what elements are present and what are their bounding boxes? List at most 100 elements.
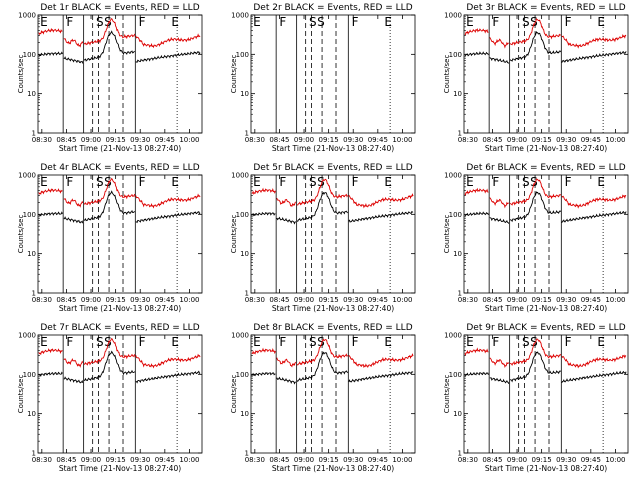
- detector-chart-1: Det 1r BLACK = Events, RED = LLD 1 10 100 10…: [17, 3, 203, 153]
- detector-panel-7: Det 7r BLACK = Events, RED = LLD 1 10 100 10…: [0, 320, 213, 484]
- x-tick-label: 09:45: [368, 296, 388, 304]
- red-series-line: [296, 338, 349, 366]
- segment-label: S: [317, 335, 325, 349]
- black-series-line: [83, 30, 135, 62]
- black-series-line: [38, 371, 63, 377]
- black-series-line: [63, 56, 84, 64]
- y-tick-label: 10: [240, 250, 249, 258]
- chart-title: Det 9r BLACK = Events, RED = LLD: [466, 323, 625, 333]
- x-tick-label: 08:30: [32, 296, 52, 304]
- x-tick-label: 09:00: [507, 296, 527, 304]
- y-tick-label: 1000: [444, 12, 462, 20]
- x-axis-label: Start Time (21-Nov-13 08:27:40): [485, 304, 607, 313]
- x-tick-label: 10:00: [179, 296, 199, 304]
- y-tick-label: 10: [453, 250, 462, 258]
- red-series-line: [83, 17, 136, 46]
- y-tick-label: 10: [27, 250, 36, 258]
- detector-panel-9: Det 9r BLACK = Events, RED = LLD 1 10 100 10…: [426, 320, 639, 484]
- segment-label: S: [96, 15, 104, 29]
- red-series-line: [276, 357, 297, 368]
- y-tick-label: 1: [245, 290, 249, 298]
- red-series-line: [464, 187, 489, 196]
- detector-panel-2: Det 2r BLACK = Events, RED = LLD 1 10 100 10…: [213, 0, 426, 164]
- x-tick-label: 08:45: [482, 296, 502, 304]
- x-tick-label: 09:45: [581, 296, 601, 304]
- chart-title: Det 5r BLACK = Events, RED = LLD: [253, 163, 412, 173]
- detector-panel-4: Det 4r BLACK = Events, RED = LLD 1 10 100 10…: [0, 160, 213, 324]
- detector-chart-7: Det 7r BLACK = Events, RED = LLD 1 10 100 10…: [17, 323, 203, 473]
- black-series-line: [348, 210, 414, 223]
- segment-label: S: [309, 175, 317, 189]
- segment-label: S: [522, 175, 530, 189]
- red-series-line: [348, 353, 414, 369]
- x-tick-label: 10:00: [392, 296, 412, 304]
- x-tick-label: 08:45: [482, 456, 502, 464]
- y-axis-label: Counts/sec: [443, 375, 451, 414]
- segment-label: S: [530, 175, 538, 189]
- x-tick-label: 09:15: [319, 456, 339, 464]
- y-tick-label: 10: [27, 410, 36, 418]
- x-tick-label: 09:30: [556, 136, 576, 144]
- segment-label: F: [492, 175, 499, 189]
- red-series-line: [83, 337, 136, 366]
- x-tick-label: 09:30: [556, 296, 576, 304]
- segment-label: S: [317, 175, 325, 189]
- x-tick-label: 09:00: [294, 296, 314, 304]
- segment-label: F: [139, 335, 146, 349]
- x-tick-label: 09:15: [106, 456, 126, 464]
- x-axis-label: Start Time (21-Nov-13 08:27:40): [272, 144, 394, 153]
- segment-label: S: [104, 15, 112, 29]
- black-series-line: [489, 377, 510, 384]
- black-series-line: [464, 211, 489, 217]
- x-tick-label: 09:15: [106, 296, 126, 304]
- black-series-line: [464, 371, 489, 377]
- detector-chart-5: Det 5r BLACK = Events, RED = LLD 1 10 100 10…: [230, 163, 416, 313]
- segment-label: E: [466, 175, 474, 189]
- segment-label: S: [309, 15, 317, 29]
- segment-label: S: [104, 175, 112, 189]
- detector-chart-6: Det 6r BLACK = Events, RED = LLD 1 10 100 10…: [443, 163, 629, 313]
- y-tick-label: 1000: [18, 12, 36, 20]
- y-tick-label: 1: [32, 130, 36, 138]
- segment-label: E: [40, 335, 48, 349]
- y-tick-label: 10: [240, 410, 249, 418]
- segment-label: E: [384, 175, 392, 189]
- y-axis-label: Counts/sec: [230, 215, 238, 254]
- segment-label: E: [253, 335, 261, 349]
- chart-title: Det 2r BLACK = Events, RED = LLD: [253, 3, 412, 13]
- red-series-line: [251, 187, 276, 195]
- segment-label: F: [66, 335, 73, 349]
- x-tick-label: 09:15: [532, 296, 552, 304]
- plot-frame: [250, 334, 416, 454]
- x-axis-label: Start Time (21-Nov-13 08:27:40): [59, 304, 181, 313]
- black-series-line: [509, 191, 562, 223]
- segment-label: E: [40, 175, 48, 189]
- red-series-line: [135, 33, 201, 49]
- segment-label: S: [522, 15, 530, 29]
- x-axis-label: Start Time (21-Nov-13 08:27:40): [485, 464, 607, 473]
- detector-chart-8: Det 8r BLACK = Events, RED = LLD 1 10 100 10…: [230, 323, 416, 473]
- red-series-line: [38, 188, 63, 195]
- x-tick-label: 09:30: [130, 296, 150, 304]
- chart-title: Det 4r BLACK = Events, RED = LLD: [40, 163, 199, 173]
- y-tick-label: 100: [23, 211, 36, 219]
- black-series-line: [83, 190, 135, 222]
- red-series-line: [83, 177, 136, 206]
- x-tick-label: 10:00: [605, 456, 625, 464]
- x-tick-label: 08:30: [245, 296, 265, 304]
- red-series-line: [63, 357, 84, 368]
- x-tick-label: 09:15: [532, 136, 552, 144]
- x-tick-label: 08:30: [458, 136, 478, 144]
- y-tick-label: 1000: [231, 172, 249, 180]
- chart-title: Det 3r BLACK = Events, RED = LLD: [466, 3, 625, 13]
- segment-label: S: [317, 15, 325, 29]
- segment-label: F: [565, 175, 572, 189]
- black-series-line: [296, 351, 349, 383]
- detector-panel-3: Det 3r BLACK = Events, RED = LLD 1 10 100 10…: [426, 0, 639, 164]
- y-tick-label: 1000: [231, 332, 249, 340]
- y-tick-label: 1000: [18, 332, 36, 340]
- segment-label: E: [384, 335, 392, 349]
- detector-panel-6: Det 6r BLACK = Events, RED = LLD 1 10 100 10…: [426, 160, 639, 324]
- segment-label: F: [565, 335, 572, 349]
